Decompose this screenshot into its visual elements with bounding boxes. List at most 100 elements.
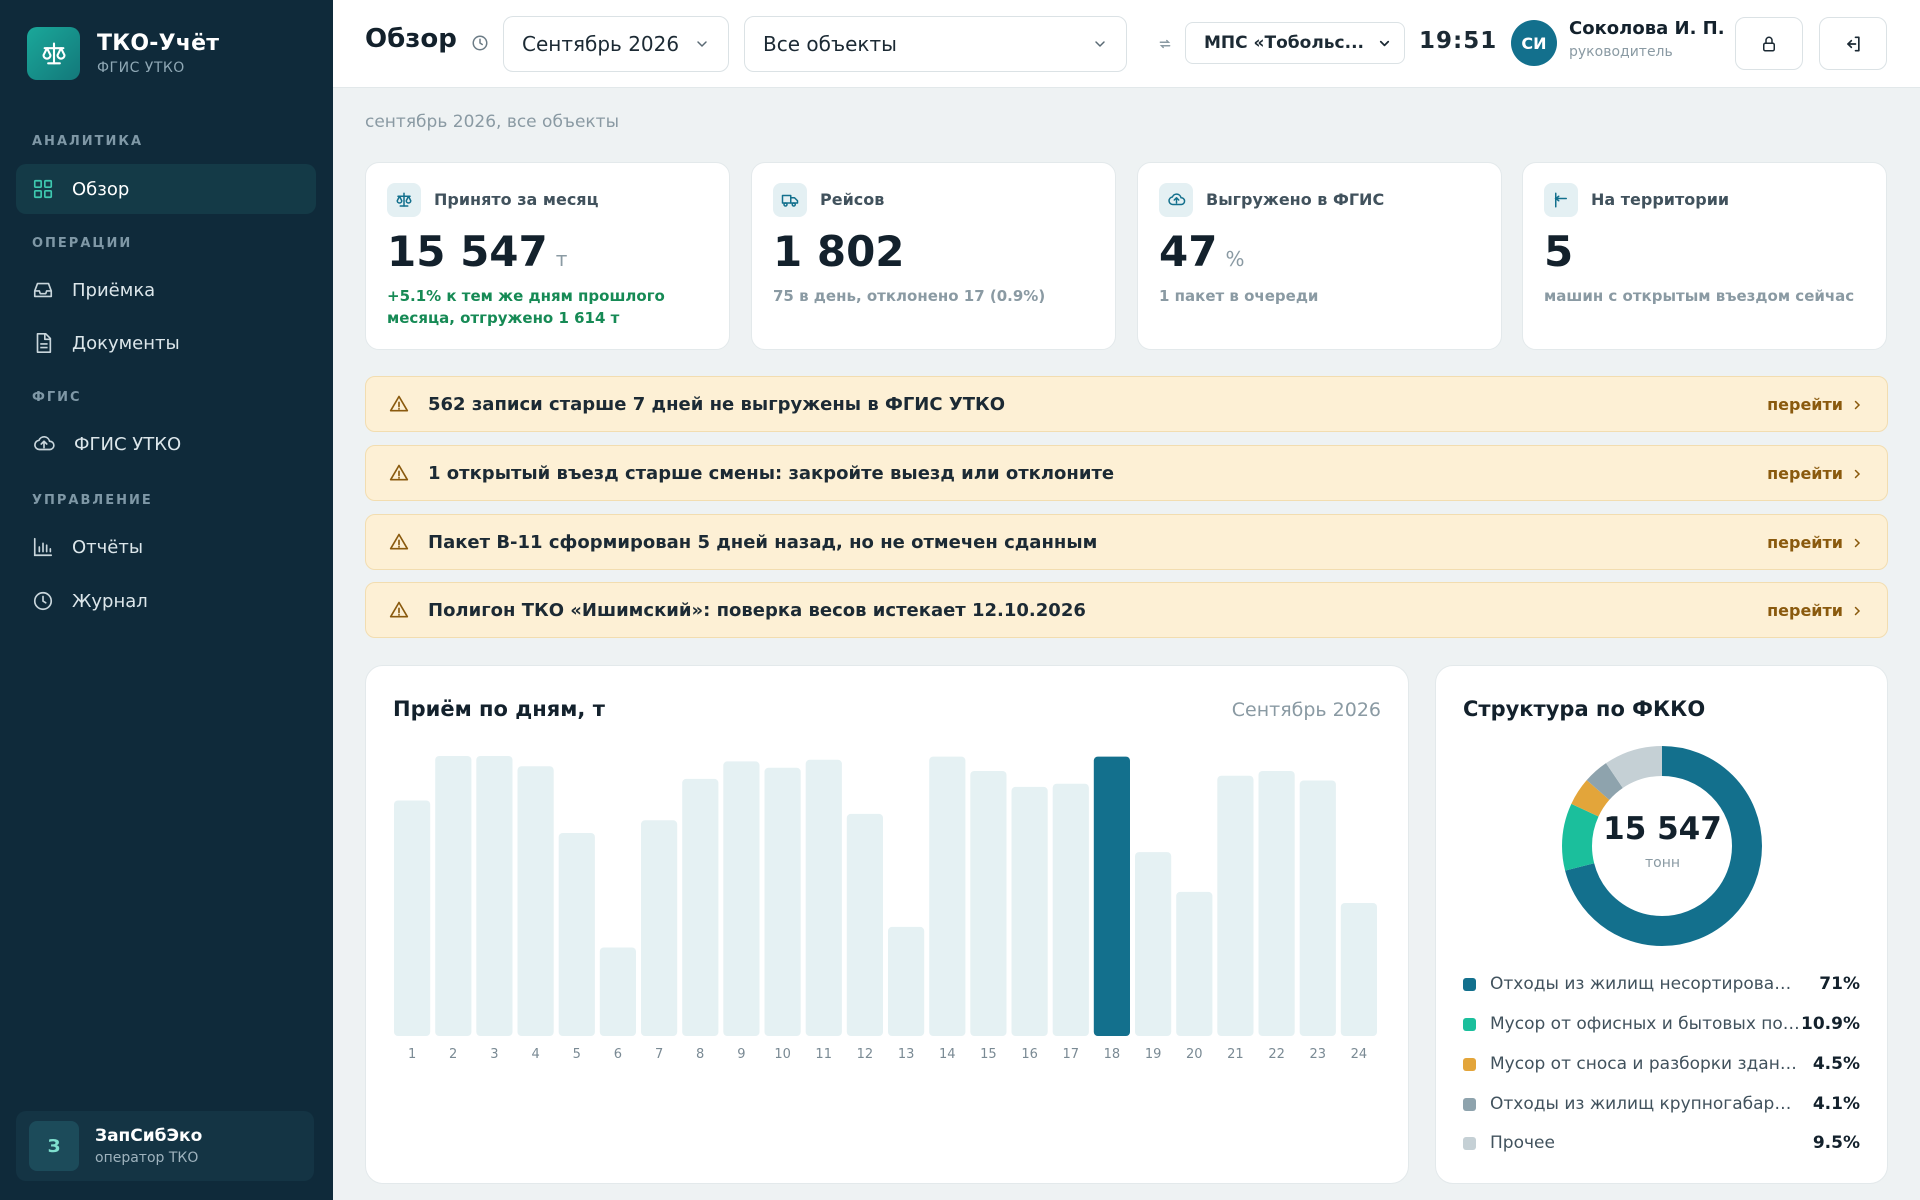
alert-go-link[interactable]: перейти: [1767, 464, 1863, 483]
bar[interactable]: [476, 756, 513, 1036]
bar[interactable]: [1052, 783, 1089, 1036]
sidebar-item-label: Обзор: [72, 178, 130, 200]
avatar[interactable]: СИ: [1511, 20, 1557, 66]
sidebar-item-intake[interactable]: Приёмка: [16, 265, 316, 315]
org-name: ЗапСибЭко: [95, 1126, 203, 1146]
alert-link-label: перейти: [1767, 533, 1843, 552]
sidebar-item-label: Документы: [72, 332, 180, 354]
kpi-card-on-site[interactable]: На территории 5 машин с открытым въездом…: [1522, 162, 1887, 350]
nav-section-management: УПРАВЛЕНИЕ: [32, 493, 153, 508]
nav-section-analytics: АНАЛИТИКА: [32, 134, 144, 149]
legend-swatch: [1463, 1136, 1476, 1150]
bar[interactable]: [723, 761, 760, 1036]
kpi-note: +5.1% к тем же дням прошлого месяца, отг…: [387, 287, 665, 327]
x-tick-label: 19: [1145, 1047, 1162, 1062]
bar[interactable]: [682, 778, 719, 1036]
alert-link-label: перейти: [1767, 601, 1843, 620]
logout-button[interactable]: [1819, 17, 1887, 70]
x-tick-label: 2: [449, 1047, 457, 1062]
bar[interactable]: [641, 820, 678, 1036]
bar[interactable]: [1093, 756, 1130, 1036]
legend-swatch: [1463, 1057, 1476, 1071]
x-tick-label: 21: [1227, 1047, 1244, 1062]
bar[interactable]: [1258, 771, 1295, 1036]
alert-banner: 1 открытый въезд старше смены: закройте …: [365, 445, 1888, 501]
chevron-right-icon: [1854, 538, 1861, 547]
legend-item: Отходы из жилищ несортированные 71%: [1463, 972, 1860, 996]
x-tick-label: 5: [573, 1047, 581, 1062]
brand[interactable]: ТКО-Учёт ФГИС УТКО: [27, 27, 219, 80]
donut-slice[interactable]: [1562, 746, 1762, 946]
header: Обзор Сентябрь 2026 Все объекты МПС «Тоб…: [333, 0, 1920, 88]
legend-item: Прочее 9.5%: [1463, 1131, 1860, 1155]
nav-section-fgis: ФГИС: [32, 390, 82, 405]
kpi-number: 1 802: [773, 227, 905, 276]
bar[interactable]: [558, 833, 595, 1036]
kpi-card-uploaded[interactable]: Выгружено в ФГИС 47% 1 пакет в очереди: [1137, 162, 1502, 350]
sidebar-item-fgis[interactable]: ФГИС УТКО: [16, 419, 316, 469]
kpi-label: На территории: [1591, 190, 1730, 209]
objects-select[interactable]: Все объекты: [744, 16, 1127, 72]
sidebar-item-overview[interactable]: Обзор: [16, 164, 316, 214]
bar[interactable]: [394, 800, 431, 1037]
donut-slice[interactable]: [1562, 746, 1762, 946]
alert-text: 562 записи старше 7 дней не выгружены в …: [428, 393, 1006, 415]
chart-title: Структура по ФККО: [1463, 697, 1706, 721]
user-role: руководитель: [1569, 44, 1673, 60]
page-title: Обзор: [365, 24, 457, 54]
bar[interactable]: [888, 926, 925, 1036]
organization-card[interactable]: З ЗапСибЭко оператор ТКО: [16, 1111, 314, 1181]
x-tick-label: 7: [655, 1047, 663, 1062]
kpi-label: Рейсов: [820, 190, 885, 209]
kpi-number: 15 547: [387, 227, 548, 276]
kpi-note: 1 пакет в очереди: [1159, 287, 1319, 305]
kpi-value: 47%: [1159, 227, 1244, 276]
bar[interactable]: [970, 771, 1007, 1036]
lock-button[interactable]: [1735, 17, 1803, 70]
period-select[interactable]: Сентябрь 2026: [503, 16, 729, 72]
page-subtitle: сентябрь 2026, все объекты: [365, 112, 619, 132]
bar[interactable]: [1299, 780, 1336, 1037]
bar[interactable]: [517, 766, 554, 1036]
bar[interactable]: [846, 813, 883, 1036]
bar[interactable]: [1176, 891, 1213, 1036]
x-tick-label: 1: [408, 1047, 416, 1062]
bar[interactable]: [805, 759, 842, 1036]
kpi-unit: т: [555, 247, 568, 271]
legend-value: 9.5%: [1812, 1133, 1860, 1153]
bar[interactable]: [1011, 786, 1048, 1036]
alert-go-link[interactable]: перейти: [1767, 395, 1863, 414]
sidebar-item-journal[interactable]: Журнал: [16, 576, 316, 626]
donut-center-value: 15 547: [1603, 811, 1722, 847]
alert-banner: Пакет В-11 сформирован 5 дней назад, но …: [365, 514, 1888, 570]
sidebar-item-reports[interactable]: Отчёты: [16, 522, 316, 572]
cloud-upload-icon: [1159, 183, 1193, 217]
chevron-right-icon: [1854, 469, 1861, 478]
chart-title: Приём по дням, т: [393, 697, 605, 721]
bar[interactable]: [599, 947, 636, 1037]
current-time: 19:51: [1419, 28, 1498, 54]
site-select[interactable]: МПС «Тобольс...: [1185, 22, 1405, 64]
x-tick-label: 23: [1310, 1047, 1327, 1062]
switch-icon: [1159, 39, 1171, 49]
bar[interactable]: [1217, 775, 1254, 1036]
alert-go-link[interactable]: перейти: [1767, 533, 1863, 552]
kpi-card-trips[interactable]: Рейсов 1 802 75 в день, отклонено 17 (0.…: [751, 162, 1116, 350]
x-tick-label: 3: [490, 1047, 498, 1062]
x-tick-label: 6: [614, 1047, 622, 1062]
bar[interactable]: [1340, 903, 1377, 1036]
legend-value: 4.1%: [1812, 1094, 1860, 1114]
bar[interactable]: [929, 756, 966, 1036]
history-icon[interactable]: [471, 34, 489, 52]
alert-link-label: перейти: [1767, 395, 1843, 414]
bar[interactable]: [1135, 852, 1172, 1036]
bar[interactable]: [435, 756, 472, 1036]
org-role: оператор ТКО: [95, 1150, 199, 1166]
period-select-value: Сентябрь 2026: [522, 32, 680, 56]
objects-select-value: Все объекты: [763, 32, 897, 56]
alert-go-link[interactable]: перейти: [1767, 601, 1863, 620]
sidebar-item-documents[interactable]: Документы: [16, 318, 316, 368]
kpi-card-received[interactable]: Принято за месяц 15 547 т +5.1% к тем же …: [365, 162, 730, 350]
kpi-note: машин с открытым въездом сейчас: [1544, 287, 1855, 305]
bar[interactable]: [764, 767, 801, 1036]
